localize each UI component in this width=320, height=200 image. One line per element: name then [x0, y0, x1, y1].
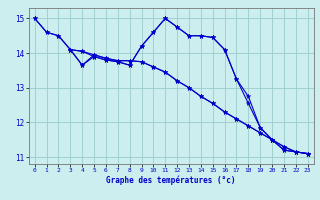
X-axis label: Graphe des températures (°c): Graphe des températures (°c) — [107, 176, 236, 185]
